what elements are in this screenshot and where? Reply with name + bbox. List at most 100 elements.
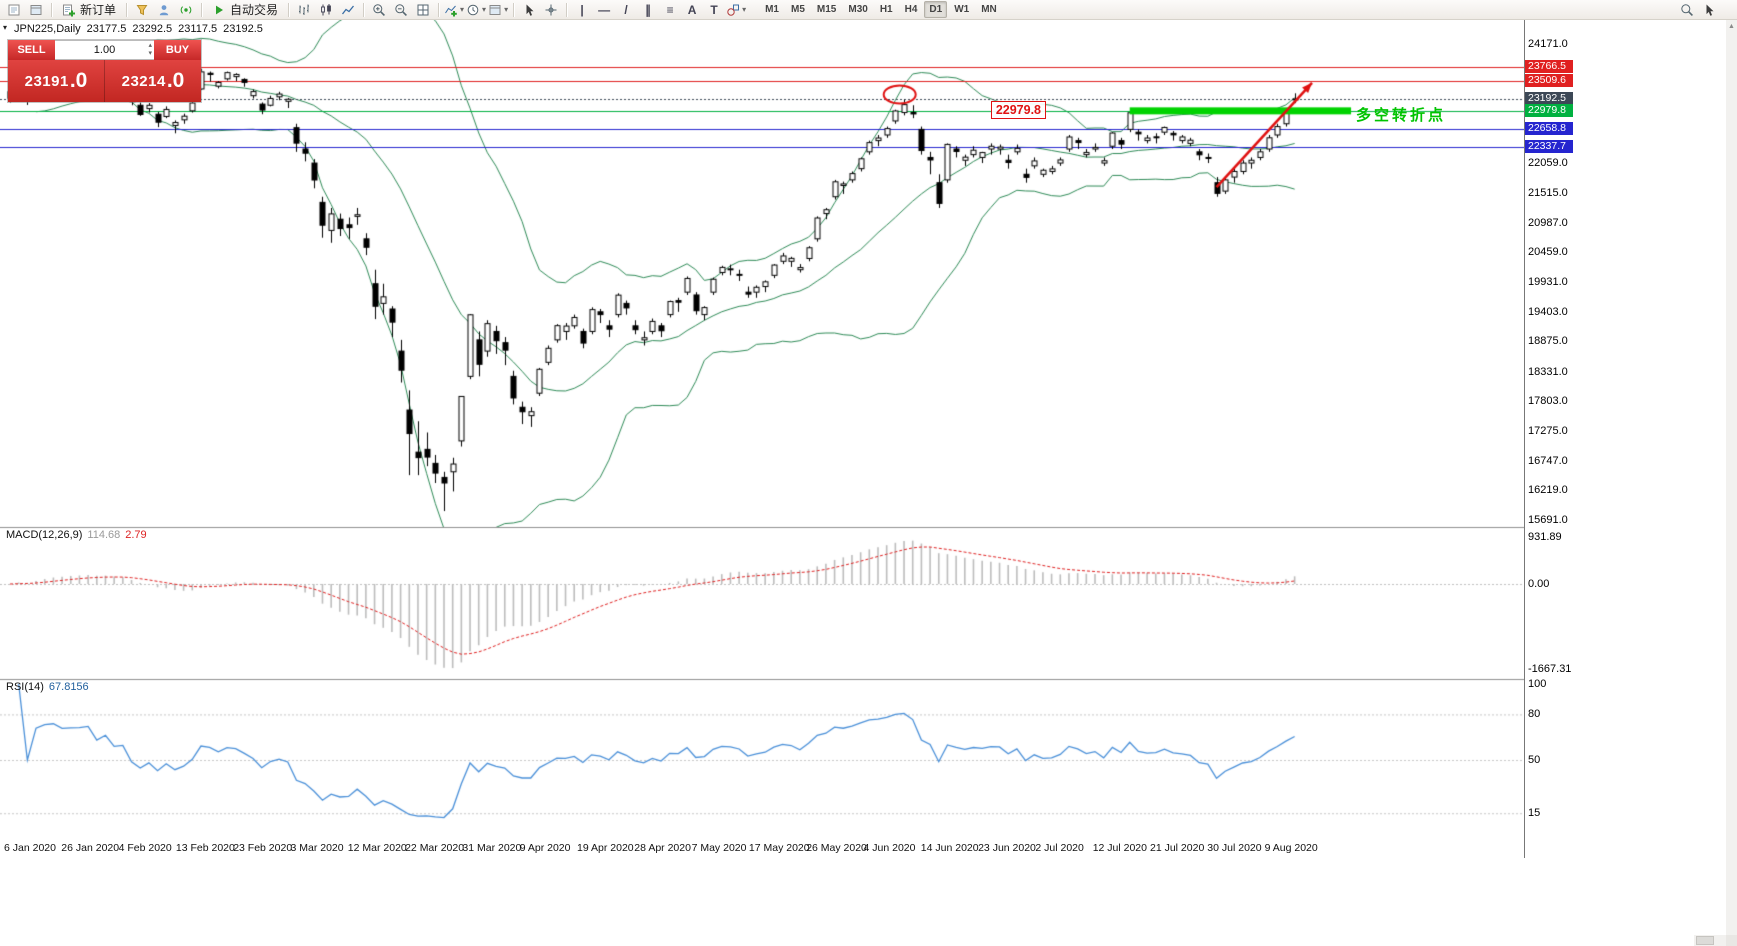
macd-axis-label: 931.89: [1528, 530, 1562, 543]
timeframe-h1[interactable]: H1: [879, 4, 893, 15]
price-axis-label: 22059.0: [1528, 156, 1568, 169]
toolbar-separator: [438, 2, 440, 17]
spinner-down-icon[interactable]: ▾: [148, 50, 152, 57]
buy-price-main: 23214: [121, 72, 166, 90]
indicators-icon[interactable]: ▾: [443, 0, 465, 19]
timeframe-m30[interactable]: M30: [848, 4, 868, 15]
scrollbar-thumb[interactable]: [1696, 936, 1714, 945]
candle-chart-icon[interactable]: [315, 0, 337, 19]
timeframe-h4[interactable]: H4: [904, 4, 918, 15]
shapes-icon[interactable]: ▾: [725, 0, 747, 19]
buy-button[interactable]: BUY: [154, 40, 201, 60]
magnifier-svg: [1681, 3, 1693, 16]
history-center-icon[interactable]: [131, 0, 153, 19]
trendline-icon[interactable]: /: [615, 0, 637, 19]
horizontal-line-icon[interactable]: —: [593, 0, 615, 19]
drag-chart-icon[interactable]: [1698, 0, 1720, 19]
timeframe-m5[interactable]: M5: [791, 4, 805, 15]
price-axis-label: 17275.0: [1528, 425, 1568, 438]
volume-value[interactable]: 1.00: [93, 44, 116, 56]
date-label: 2 Jul 2020: [1035, 842, 1084, 854]
zoom-out-icon[interactable]: [390, 0, 412, 19]
toolbar-separator: [126, 2, 128, 17]
chart-canvas[interactable]: [0, 20, 1524, 858]
crosshair-icon[interactable]: [540, 0, 562, 19]
new-order-button[interactable]: 新订单: [56, 0, 122, 19]
timeframe-m1[interactable]: M1: [765, 4, 779, 15]
sell-button[interactable]: SELL: [8, 40, 55, 60]
equidistant-channel-icon-glyph: ∥: [645, 2, 652, 17]
templates-icon[interactable]: ▾: [487, 0, 509, 19]
equidistant-channel-icon[interactable]: ∥: [637, 0, 659, 19]
cursor-icon[interactable]: [518, 0, 540, 19]
trendline-icon-glyph: /: [624, 2, 628, 17]
one-click-trading-panel[interactable]: SELL 1.00 ▴ ▾ BUY 23191.0 23214.0: [8, 40, 201, 102]
timeframe-mn[interactable]: MN: [981, 4, 997, 15]
scroll-up-icon[interactable]: ▲: [1728, 22, 1735, 30]
date-label: 23 Feb 2020: [233, 842, 293, 854]
date-label: 23 Jun 2020: [978, 842, 1036, 854]
zoom-in-icon[interactable]: [368, 0, 390, 19]
price-line-badge: 22337.7: [1525, 139, 1573, 153]
magplus-svg: [373, 3, 385, 16]
toolbar-right-group: [1676, 0, 1720, 19]
spinner-up-icon[interactable]: ▴: [148, 42, 152, 49]
one-click-collapse-icon[interactable]: ▾: [3, 23, 8, 32]
broadcast-svg: [180, 5, 192, 14]
volume-field[interactable]: 1.00 ▴ ▾: [55, 40, 154, 60]
label-icon[interactable]: T: [703, 0, 725, 19]
volume-spinner[interactable]: ▴ ▾: [148, 42, 152, 58]
vertical-line-icon[interactable]: |: [571, 0, 593, 19]
chevron-down-icon[interactable]: ▾: [742, 5, 747, 14]
crosshair-svg: [545, 4, 557, 15]
buy-price-pips: .0: [166, 69, 185, 92]
date-label: 28 Apr 2020: [634, 842, 691, 854]
chart-profiles-icon[interactable]: [25, 0, 47, 19]
chart-window-icon[interactable]: [3, 0, 25, 19]
tile-windows-icon[interactable]: [412, 0, 434, 19]
toolbar-separator: [201, 2, 203, 17]
price-line-badge: 22658.8: [1525, 121, 1573, 135]
time-axis[interactable]: 6 Jan 2020 26 Jan 2020 4 Feb 2020 13 Feb 20…: [0, 838, 1524, 858]
fibonacci-icon[interactable]: ≡: [659, 0, 681, 19]
chevron-down-icon[interactable]: ▾: [460, 5, 465, 14]
market-icon[interactable]: [175, 0, 197, 19]
timeframe-m15[interactable]: M15: [816, 4, 837, 15]
line-chart-icon[interactable]: [337, 0, 359, 19]
play-svg: [216, 5, 224, 14]
support-price-annotation[interactable]: 22979.8: [990, 100, 1047, 119]
price-axis-label: 17803.0: [1528, 395, 1568, 408]
autotrading-button[interactable]: 自动交易: [206, 0, 284, 19]
text-icon[interactable]: A: [681, 0, 703, 19]
sell-price[interactable]: 23191.0: [8, 60, 104, 102]
rsi-indicator-label: RSI(14) 67.8156: [6, 681, 89, 693]
chart-ohlc-label: JPN225,Daily 23177.5 23292.5 23117.5 23192.5: [14, 23, 269, 35]
linechart-svg: [342, 5, 355, 14]
date-label: 7 May 2020: [691, 842, 747, 854]
price-axis[interactable]: 24171.0 22059.0 21515.0 20987.0 20459.0 19931…: [1524, 20, 1574, 858]
date-label: 14 Jun 2020: [920, 842, 979, 854]
ohlc-close: 23192.5: [223, 23, 263, 35]
chevron-down-icon[interactable]: ▾: [504, 5, 509, 14]
search-icon[interactable]: [1676, 0, 1698, 19]
price-line-badge: 23766.5: [1525, 59, 1573, 73]
bar-chart-icon[interactable]: [293, 0, 315, 19]
timeframe-w1[interactable]: W1: [954, 4, 970, 15]
resize-corner[interactable]: [1726, 935, 1737, 946]
vertical-scrollbar[interactable]: ▲: [1726, 20, 1737, 935]
community-icon[interactable]: [153, 0, 175, 19]
periods-icon[interactable]: ▾: [465, 0, 487, 19]
chevron-down-icon[interactable]: ▾: [482, 5, 487, 14]
horizontal-scrollbar[interactable]: [1694, 935, 1726, 946]
timeframe-d1[interactable]: D1: [924, 1, 948, 18]
funnel-svg: [136, 4, 148, 15]
date-label: 12 Jul 2020: [1092, 842, 1147, 854]
buy-price[interactable]: 23214.0: [105, 60, 201, 102]
price-axis-label: 19931.0: [1528, 276, 1568, 288]
clock-svg: [467, 4, 479, 15]
price-axis-label: 16747.0: [1528, 454, 1568, 467]
turning-point-annotation[interactable]: 多空转折点: [1356, 107, 1447, 125]
date-label: 17 May 2020: [748, 842, 810, 854]
macd-axis-label: 0.00: [1528, 578, 1550, 590]
